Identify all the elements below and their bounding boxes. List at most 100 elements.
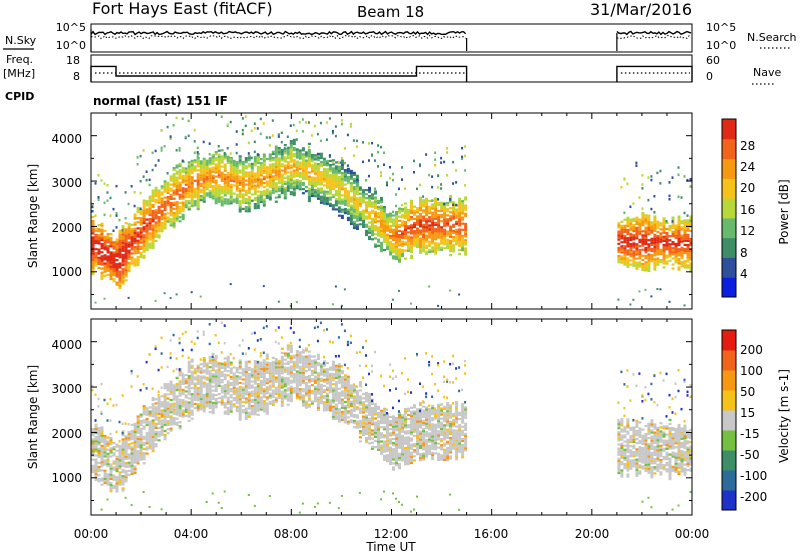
echo-cell bbox=[253, 378, 257, 381]
echo-cell bbox=[307, 179, 311, 182]
echo-cell bbox=[214, 157, 218, 160]
echo-cell bbox=[286, 354, 290, 357]
echo-cell bbox=[262, 373, 266, 376]
echo-cell bbox=[220, 149, 224, 152]
echo-cell bbox=[629, 238, 633, 242]
echo-cell bbox=[686, 227, 690, 230]
near-range-cell bbox=[289, 305, 292, 307]
echo-cell bbox=[665, 221, 669, 224]
echo-cell bbox=[626, 224, 630, 228]
echo-cell bbox=[160, 201, 164, 204]
echo-cell bbox=[208, 357, 212, 361]
echo-cell bbox=[121, 260, 125, 263]
echo-cell bbox=[407, 215, 410, 218]
echo-cell bbox=[689, 215, 693, 218]
echo-cell bbox=[256, 161, 260, 165]
echo-cell bbox=[277, 149, 281, 152]
echo-cell bbox=[172, 384, 176, 387]
echo-cell bbox=[422, 227, 426, 230]
echo-cell bbox=[106, 477, 110, 480]
echo-cell bbox=[310, 194, 314, 198]
echo-cell bbox=[313, 164, 317, 167]
echo-cell bbox=[217, 153, 221, 156]
echo-cell bbox=[656, 247, 660, 250]
echo-cell bbox=[295, 156, 299, 159]
echo-cell bbox=[352, 196, 356, 199]
echo-cell bbox=[145, 438, 149, 441]
echo-cell bbox=[136, 251, 140, 254]
echo-cell bbox=[247, 399, 251, 402]
echo-cell bbox=[172, 193, 176, 196]
echo-cell bbox=[226, 366, 230, 369]
echo-cell bbox=[109, 245, 113, 248]
echo-cell bbox=[154, 229, 158, 232]
echo-cell bbox=[127, 225, 131, 228]
echo-cell bbox=[644, 214, 648, 217]
echo-cell bbox=[199, 197, 203, 200]
echo-cell bbox=[241, 405, 245, 408]
scatter-cell bbox=[115, 184, 118, 188]
echo-cell bbox=[395, 247, 398, 250]
echo-cell bbox=[262, 165, 266, 168]
echo-cell bbox=[232, 198, 236, 201]
echo-cell bbox=[337, 188, 341, 191]
echo-cell bbox=[352, 206, 356, 209]
echo-cell bbox=[172, 167, 176, 170]
echo-cell bbox=[404, 210, 407, 213]
echo-cell bbox=[229, 363, 233, 366]
echo-cell bbox=[250, 404, 254, 408]
echo-cell bbox=[437, 224, 441, 227]
echo-cell bbox=[325, 160, 329, 163]
echo-cell bbox=[653, 243, 657, 247]
echo-cell bbox=[244, 366, 248, 369]
echo-cell bbox=[452, 211, 456, 214]
echo-cell bbox=[154, 402, 158, 405]
echo-cell bbox=[100, 228, 104, 231]
echo-cell bbox=[124, 275, 128, 278]
echo-cell bbox=[620, 241, 624, 244]
echo-cell bbox=[133, 246, 137, 249]
echo-cell bbox=[103, 477, 107, 480]
echo-cell bbox=[659, 228, 663, 231]
echo-cell bbox=[343, 189, 347, 192]
echo-cell bbox=[253, 205, 257, 208]
scatter-cell bbox=[395, 204, 397, 208]
echo-cell bbox=[157, 420, 161, 423]
echo-cell bbox=[196, 370, 200, 373]
echo-cell bbox=[127, 253, 131, 256]
echo-cell bbox=[398, 250, 401, 253]
echo-cell bbox=[127, 255, 131, 258]
echo-cell bbox=[644, 265, 648, 268]
echo-cell bbox=[238, 200, 242, 203]
scatter-cell bbox=[377, 165, 379, 168]
echo-cell bbox=[211, 412, 215, 415]
echo-cell bbox=[340, 180, 344, 183]
echo-cell bbox=[355, 219, 359, 222]
echo-cell bbox=[190, 378, 194, 381]
echo-cell bbox=[650, 225, 654, 228]
echo-cell bbox=[91, 428, 95, 431]
echo-cell bbox=[674, 244, 678, 248]
echo-cell bbox=[271, 365, 275, 368]
echo-cell bbox=[434, 238, 438, 241]
echo-cell bbox=[223, 194, 227, 197]
echo-cell bbox=[334, 202, 338, 205]
echo-cell bbox=[461, 243, 465, 246]
echo-cell bbox=[163, 413, 167, 416]
echo-cell bbox=[644, 226, 648, 229]
echo-cell bbox=[644, 263, 648, 266]
echo-cell bbox=[461, 200, 465, 203]
echo-cell bbox=[253, 160, 257, 163]
echo-cell bbox=[422, 225, 426, 228]
echo-cell bbox=[238, 155, 242, 158]
echo-cell bbox=[196, 181, 200, 184]
echo-cell bbox=[656, 230, 660, 234]
scatter-cell bbox=[109, 419, 112, 422]
echo-cell bbox=[371, 217, 374, 220]
echo-cell bbox=[106, 458, 110, 462]
echo-cell bbox=[464, 225, 468, 228]
echo-cell bbox=[662, 262, 666, 265]
echo-cell bbox=[244, 161, 248, 164]
echo-cell bbox=[130, 262, 134, 265]
echo-cell bbox=[217, 186, 221, 189]
